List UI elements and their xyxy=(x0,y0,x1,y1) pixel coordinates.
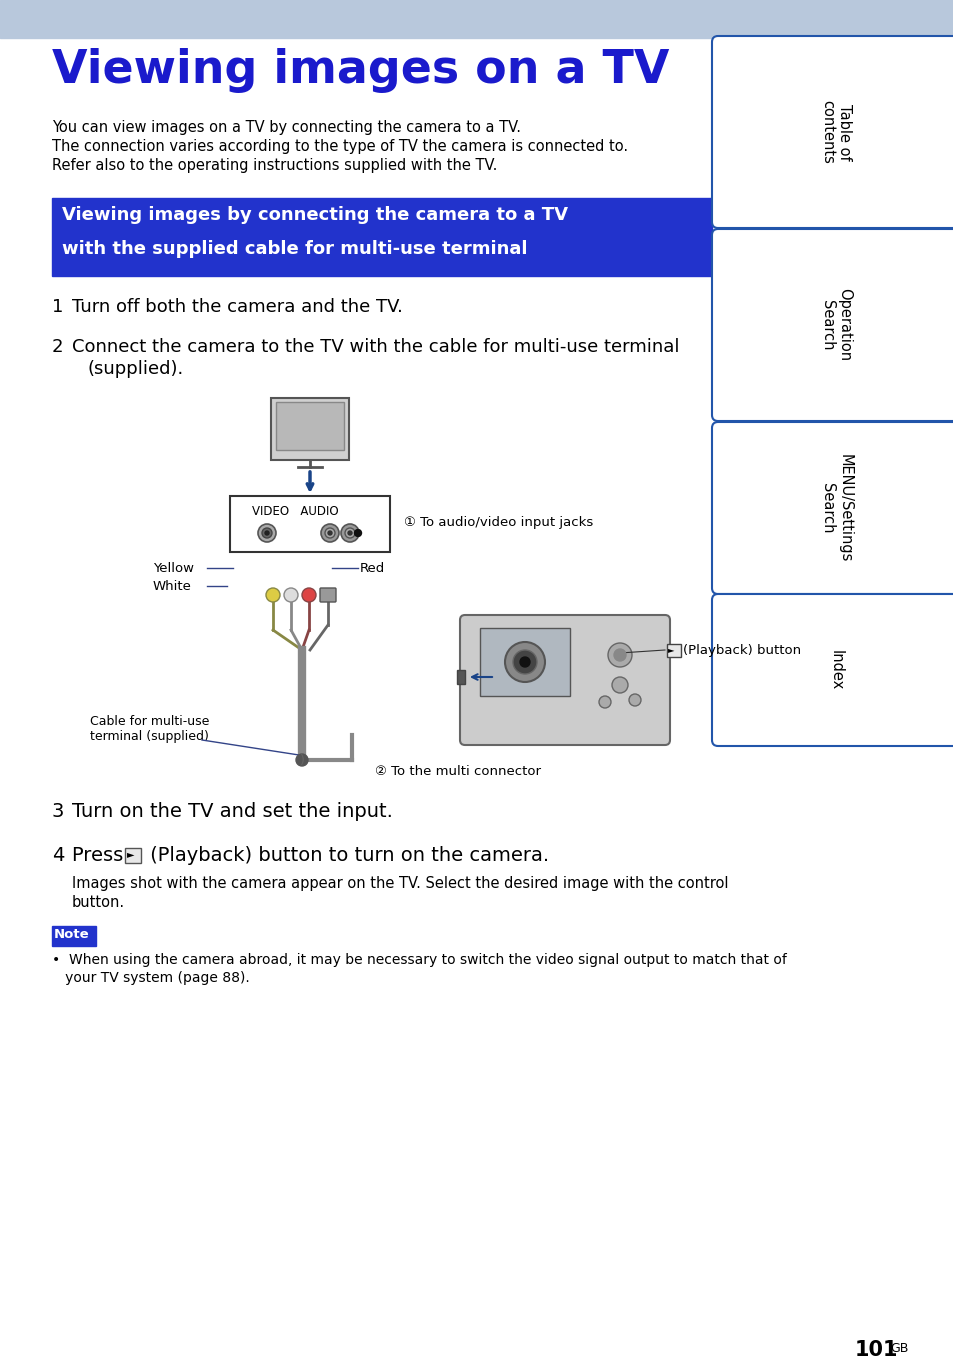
Bar xyxy=(230,496,390,552)
Text: (Playback) button to turn on the camera.: (Playback) button to turn on the camera. xyxy=(144,846,549,865)
Text: (supplied).: (supplied). xyxy=(88,360,184,378)
Text: VIDEO   AUDIO: VIDEO AUDIO xyxy=(252,505,338,517)
Text: Connect the camera to the TV with the cable for multi-use terminal: Connect the camera to the TV with the ca… xyxy=(71,338,679,356)
Circle shape xyxy=(320,524,338,542)
Bar xyxy=(52,199,711,277)
Text: button.: button. xyxy=(71,895,125,910)
FancyBboxPatch shape xyxy=(711,594,953,746)
Circle shape xyxy=(598,695,610,708)
Text: Turn on the TV and set the input.: Turn on the TV and set the input. xyxy=(71,802,393,821)
FancyBboxPatch shape xyxy=(319,589,335,602)
Text: 2: 2 xyxy=(52,338,64,356)
Bar xyxy=(456,669,464,684)
Text: your TV system (page 88).: your TV system (page 88). xyxy=(52,971,250,986)
Bar xyxy=(0,0,953,38)
Circle shape xyxy=(612,678,627,693)
Text: Index: Index xyxy=(827,650,842,690)
Circle shape xyxy=(295,754,308,767)
Text: 1: 1 xyxy=(52,298,63,316)
Circle shape xyxy=(266,589,280,602)
Text: Press: Press xyxy=(71,846,130,865)
Text: ►: ► xyxy=(667,645,674,654)
Circle shape xyxy=(325,528,335,538)
FancyBboxPatch shape xyxy=(711,229,953,422)
Bar xyxy=(125,847,141,862)
Text: •  When using the camera abroad, it may be necessary to switch the video signal : • When using the camera abroad, it may b… xyxy=(52,953,786,967)
Circle shape xyxy=(328,531,332,535)
Text: ►: ► xyxy=(127,849,134,858)
Circle shape xyxy=(513,650,537,674)
Text: Turn off both the camera and the TV.: Turn off both the camera and the TV. xyxy=(71,298,402,316)
Text: Cable for multi-use: Cable for multi-use xyxy=(90,715,209,728)
Text: ): ) xyxy=(299,754,305,767)
Circle shape xyxy=(504,642,544,682)
Circle shape xyxy=(614,649,625,661)
Circle shape xyxy=(348,531,352,535)
Bar xyxy=(275,402,344,450)
Text: Viewing images by connecting the camera to a TV: Viewing images by connecting the camera … xyxy=(62,205,567,225)
Text: Red: Red xyxy=(359,563,385,575)
Text: terminal (supplied): terminal (supplied) xyxy=(90,730,209,743)
Text: White: White xyxy=(152,580,192,593)
Text: Viewing images on a TV: Viewing images on a TV xyxy=(52,48,669,93)
Circle shape xyxy=(345,528,355,538)
Circle shape xyxy=(519,657,530,667)
Text: (Playback) button: (Playback) button xyxy=(682,643,801,657)
Text: with the supplied cable for multi-use terminal: with the supplied cable for multi-use te… xyxy=(62,240,527,257)
Circle shape xyxy=(628,694,640,706)
Text: Note: Note xyxy=(54,928,90,941)
Bar xyxy=(271,398,349,460)
Text: 101: 101 xyxy=(854,1340,898,1359)
Text: You can view images on a TV by connecting the camera to a TV.: You can view images on a TV by connectin… xyxy=(52,120,520,136)
Circle shape xyxy=(265,531,269,535)
Bar xyxy=(666,643,680,657)
Circle shape xyxy=(262,528,272,538)
Circle shape xyxy=(355,530,361,537)
Text: GB: GB xyxy=(889,1342,907,1355)
Circle shape xyxy=(257,524,275,542)
Text: 4: 4 xyxy=(52,846,64,865)
Text: Yellow: Yellow xyxy=(152,563,193,575)
Text: 3: 3 xyxy=(52,802,64,821)
Circle shape xyxy=(284,589,297,602)
Text: MENU/Settings
Search: MENU/Settings Search xyxy=(819,453,851,563)
FancyBboxPatch shape xyxy=(711,422,953,594)
Circle shape xyxy=(340,524,358,542)
Circle shape xyxy=(607,643,631,667)
Text: ② To the multi connector: ② To the multi connector xyxy=(375,765,540,778)
Text: Refer also to the operating instructions supplied with the TV.: Refer also to the operating instructions… xyxy=(52,157,497,172)
FancyBboxPatch shape xyxy=(459,615,669,745)
Text: The connection varies according to the type of TV the camera is connected to.: The connection varies according to the t… xyxy=(52,140,627,153)
Text: Images shot with the camera appear on the TV. Select the desired image with the : Images shot with the camera appear on th… xyxy=(71,876,728,891)
Text: Table of
contents: Table of contents xyxy=(819,100,851,164)
FancyBboxPatch shape xyxy=(711,36,953,229)
Bar xyxy=(52,925,96,946)
Text: Operation
Search: Operation Search xyxy=(819,289,851,361)
Circle shape xyxy=(302,589,315,602)
Text: ① To audio/video input jacks: ① To audio/video input jacks xyxy=(403,516,593,528)
Bar xyxy=(479,628,569,695)
